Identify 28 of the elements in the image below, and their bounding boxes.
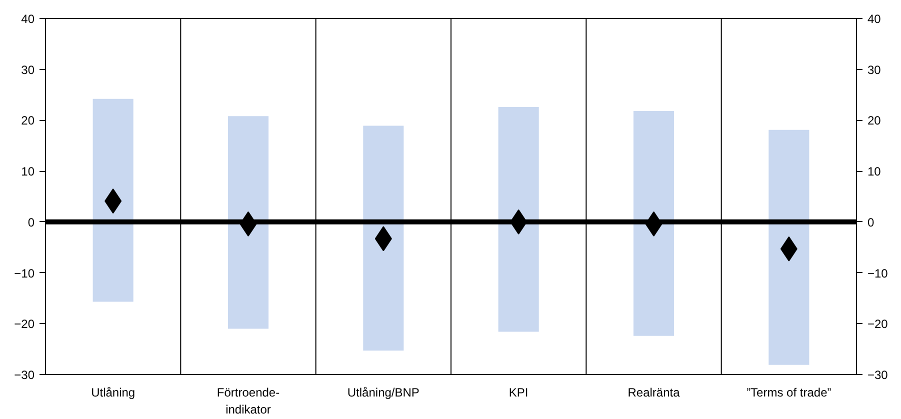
- y2-tick-label: 30: [868, 62, 882, 77]
- x-tick-label: KPI: [508, 386, 528, 400]
- y-tick-label: −30: [14, 368, 35, 382]
- bar: [92, 98, 134, 302]
- bar: [498, 106, 539, 332]
- x-tick-label: Utlåning/BNP: [347, 386, 420, 400]
- y2-tick-label: −20: [868, 317, 888, 332]
- bar: [633, 111, 674, 336]
- y2-tick-label: 10: [868, 164, 882, 179]
- y-tick-label: 0: [28, 215, 35, 230]
- bar: [768, 130, 810, 365]
- x-tick-label: Realränta: [628, 386, 680, 400]
- y2-tick-label: −30: [868, 368, 888, 382]
- y-tick-label: 40: [21, 12, 35, 26]
- y2-tick-label: 0: [868, 215, 874, 230]
- y2-tick-label: −10: [868, 266, 888, 280]
- x-tick-label: ”Terms of trade”: [746, 386, 832, 400]
- bar: [363, 126, 404, 351]
- y-tick-label: 20: [21, 114, 35, 128]
- y-tick-label: −10: [14, 266, 35, 280]
- bar: [228, 116, 269, 329]
- x-tick-label: Utlåning: [91, 386, 136, 400]
- y-tick-label: −20: [14, 317, 35, 332]
- x-tick-label: Förtroende- indikator: [216, 386, 280, 416]
- y-tick-label: 30: [21, 62, 35, 77]
- y2-tick-label: 40: [868, 12, 882, 26]
- y-tick-label: 10: [21, 164, 35, 179]
- y2-tick-label: 20: [868, 114, 882, 128]
